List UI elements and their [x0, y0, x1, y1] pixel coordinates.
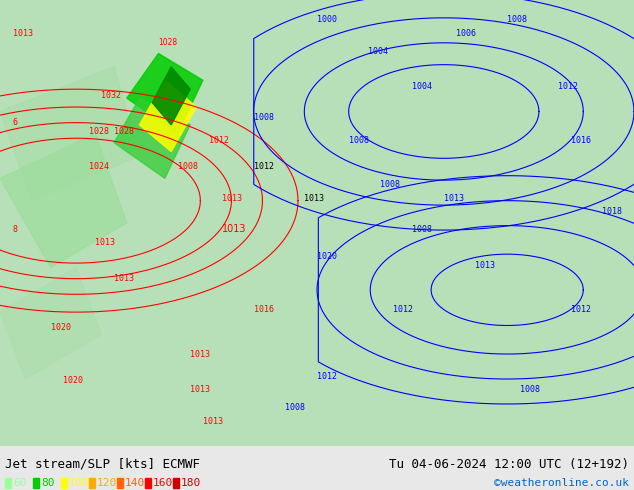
Text: 180: 180	[181, 478, 201, 488]
Polygon shape	[114, 98, 190, 178]
Text: 1012: 1012	[558, 82, 578, 91]
Polygon shape	[0, 67, 139, 201]
Text: 1008: 1008	[520, 386, 540, 394]
Text: 140: 140	[125, 478, 145, 488]
Text: 1028: 1028	[89, 127, 109, 136]
Text: 1013: 1013	[222, 224, 247, 234]
Text: 1008: 1008	[412, 225, 432, 234]
Text: 1020: 1020	[317, 252, 337, 261]
Text: 1013: 1013	[13, 29, 33, 38]
Text: 1000: 1000	[317, 15, 337, 24]
Text: 1020: 1020	[51, 323, 71, 332]
Text: 1013: 1013	[444, 194, 464, 203]
Text: 1012: 1012	[571, 305, 591, 314]
Bar	[5, 478, 11, 488]
Text: 1004: 1004	[412, 82, 432, 91]
Bar	[145, 478, 151, 488]
Text: 120: 120	[97, 478, 117, 488]
Text: 1028: 1028	[158, 38, 178, 47]
Text: 1008: 1008	[254, 113, 274, 122]
Bar	[33, 478, 39, 488]
Text: 1028: 1028	[114, 127, 134, 136]
Text: 1008: 1008	[349, 136, 369, 145]
Polygon shape	[139, 80, 197, 151]
Text: 1032: 1032	[101, 91, 122, 100]
Text: 1008: 1008	[285, 403, 306, 412]
Text: 1012: 1012	[393, 305, 413, 314]
Bar	[173, 478, 179, 488]
Text: 1008: 1008	[178, 163, 198, 172]
Text: 1020: 1020	[63, 376, 84, 386]
Text: 1018: 1018	[602, 207, 623, 216]
Text: 1013: 1013	[203, 416, 223, 426]
Bar	[117, 478, 123, 488]
Text: 160: 160	[153, 478, 173, 488]
Text: 1013: 1013	[190, 350, 210, 359]
Text: 80: 80	[41, 478, 55, 488]
Text: 1008: 1008	[380, 180, 401, 189]
Text: 60: 60	[13, 478, 27, 488]
Text: 1013: 1013	[95, 238, 115, 247]
Text: 1013: 1013	[114, 274, 134, 283]
Text: 1012: 1012	[254, 163, 274, 172]
Text: 1012: 1012	[317, 372, 337, 381]
Text: 8: 8	[13, 225, 18, 234]
Text: 1012: 1012	[209, 136, 230, 145]
Text: 1013: 1013	[476, 261, 496, 270]
Text: Jet stream/SLP [kts] ECMWF: Jet stream/SLP [kts] ECMWF	[5, 458, 200, 471]
Polygon shape	[127, 53, 203, 134]
Polygon shape	[0, 134, 127, 268]
Text: 1016: 1016	[571, 136, 591, 145]
Text: 1013: 1013	[222, 194, 242, 203]
Bar	[89, 478, 95, 488]
Text: 1016: 1016	[254, 305, 274, 314]
Text: ©weatheronline.co.uk: ©weatheronline.co.uk	[494, 478, 629, 488]
Polygon shape	[0, 268, 101, 379]
Text: 6: 6	[13, 118, 18, 127]
Text: 1013: 1013	[190, 386, 210, 394]
Text: Tu 04-06-2024 12:00 UTC (12+192): Tu 04-06-2024 12:00 UTC (12+192)	[389, 458, 629, 471]
Bar	[61, 478, 67, 488]
Text: 1013: 1013	[304, 194, 325, 203]
Text: 100: 100	[69, 478, 89, 488]
Text: 1004: 1004	[368, 47, 388, 55]
Text: 1006: 1006	[456, 29, 477, 38]
Text: 1008: 1008	[507, 15, 527, 24]
Text: 1024: 1024	[89, 163, 109, 172]
Polygon shape	[152, 67, 190, 125]
